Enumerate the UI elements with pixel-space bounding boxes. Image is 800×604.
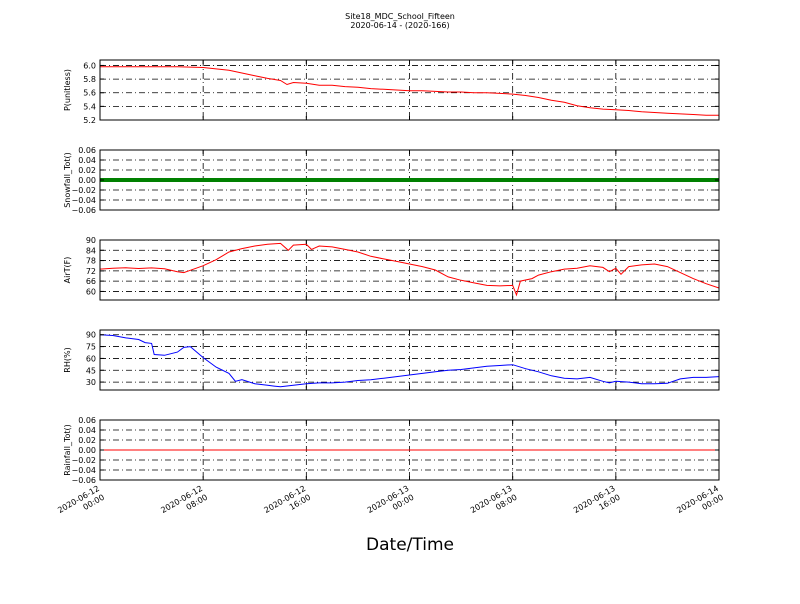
y-tick-label: 78 xyxy=(86,257,96,266)
y-tick-label: −0.06 xyxy=(71,476,96,485)
y-tick-label: 90 xyxy=(86,331,96,340)
chart-subtitle: 2020-06-14 - (2020-166) xyxy=(350,21,449,30)
y-tick-label: 75 xyxy=(86,343,96,352)
y-axis-label: P(unitless) xyxy=(63,69,72,111)
series-line xyxy=(99,334,720,388)
y-tick-label: 84 xyxy=(86,246,96,255)
y-tick-label: −0.02 xyxy=(71,456,96,465)
x-tick-label: 2020-06-1216:00 xyxy=(263,484,313,524)
chart-title: Site18_MDC_School_Fifteen xyxy=(345,12,455,21)
y-tick-label: 5.6 xyxy=(83,89,96,98)
y-axis-label: RH(%) xyxy=(63,347,72,372)
y-tick-label: 0.02 xyxy=(78,166,96,175)
y-tick-label: 0.06 xyxy=(78,146,96,155)
y-tick-label: 5.2 xyxy=(83,116,96,125)
y-tick-label: 0.04 xyxy=(78,156,96,165)
series-line xyxy=(99,242,720,297)
y-tick-label: −0.06 xyxy=(71,206,96,215)
panel-P(unitless): 6.0 5.8 5.6 5.4 5.2 P(unitless) xyxy=(63,59,720,125)
x-tick-label: 2020-06-1308:00 xyxy=(469,484,519,524)
y-tick-label: 6.0 xyxy=(83,61,96,70)
y-tick-label: 90 xyxy=(86,236,96,245)
x-tick-label: 2020-06-1400:00 xyxy=(675,484,725,524)
y-tick-label: 0.06 xyxy=(78,416,96,425)
x-axis-label: Date/Time xyxy=(366,535,454,555)
x-tick-label: 2020-06-1316:00 xyxy=(572,484,622,524)
panel-Rainfall_Tot(): 0.060.040.020.00−0.02−0.04−0.06Rainfall_… xyxy=(63,416,720,485)
x-tick-label: 2020-06-1300:00 xyxy=(366,484,416,524)
panel-Snowfall_Tot(): 0.060.040.020.00−0.02−0.04−0.06Snowfall_… xyxy=(63,146,720,215)
y-tick-label: −0.02 xyxy=(71,186,96,195)
y-tick-label: 0.00 xyxy=(78,446,96,455)
y-axis-label: Rainfall_Tot() xyxy=(63,424,72,476)
chart-panels: 6.05.85.65.45.2P(unitless)0.060.040.020.… xyxy=(56,59,725,524)
y-tick-label: 0.04 xyxy=(78,426,96,435)
y-tick-label: 66 xyxy=(86,277,96,286)
y-tick-label: 30 xyxy=(86,378,96,387)
y-tick-label: 60 xyxy=(86,354,96,363)
y-tick-label: 5.4 xyxy=(83,102,96,111)
y-axis-label: AirT(F) xyxy=(63,257,72,284)
series-line xyxy=(100,66,719,116)
x-tick-label: 2020-06-1200:00 xyxy=(56,484,106,524)
y-axis-label: Snowfall_Tot() xyxy=(63,152,72,208)
y-tick-label: 72 xyxy=(86,267,96,276)
y-tick-label: 5.8 xyxy=(83,75,96,84)
y-tick-label: −0.04 xyxy=(71,196,96,205)
y-tick-label: 0.00 xyxy=(78,176,96,185)
y-tick-label: 60 xyxy=(86,287,96,296)
panel-RH(%): 90 75 60 45 30 RH(%) xyxy=(63,329,720,391)
x-tick-label: 2020-06-1208:00 xyxy=(159,484,209,524)
y-tick-label: −0.04 xyxy=(71,466,96,475)
y-tick-label: 0.02 xyxy=(78,436,96,445)
y-tick-label: 45 xyxy=(86,366,96,375)
